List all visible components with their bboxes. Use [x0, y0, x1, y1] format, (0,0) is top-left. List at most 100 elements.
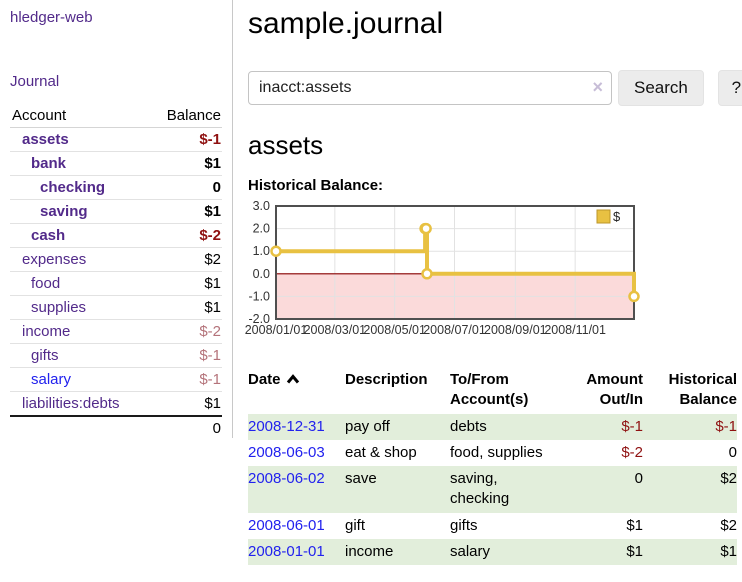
register-table: Date Description To/From Account(s) Amou… — [248, 368, 737, 566]
sidebar-divider — [232, 0, 233, 438]
register-header-balance: Historical Balance — [668, 371, 737, 408]
account-link[interactable]: income — [22, 323, 71, 340]
transaction-row: 2008-06-03 eat & shop food, supplies $-2 0 — [248, 440, 737, 466]
clear-search-icon[interactable]: × — [592, 77, 603, 97]
transaction-balance: $1 — [720, 542, 737, 560]
register-header-amount: Amount Out/In — [586, 371, 643, 408]
transaction-balance: 0 — [728, 443, 737, 461]
account-balance: $1 — [149, 391, 222, 417]
accounts-header-account: Account — [10, 105, 150, 128]
register-header-description: Description — [345, 371, 428, 388]
account-row: income $-2 — [10, 319, 222, 344]
transaction-date-link[interactable]: 2008-06-02 — [248, 470, 325, 488]
transaction-amount: $-1 — [621, 417, 643, 435]
svg-text:2008/05/01: 2008/05/01 — [363, 323, 426, 337]
transaction-amount: $-2 — [621, 443, 643, 461]
transaction-row: 2008-12-31 pay off debts $-1 $-1 — [248, 413, 737, 440]
svg-text:3.0: 3.0 — [253, 201, 270, 213]
accounts-table: Account Balance assets $-1 bank $1 checking 0… — [10, 105, 222, 440]
register-rows: 2008-12-31 pay off debts $-1 $-1 2008-06-03 ea… — [248, 413, 737, 566]
account-row: cash $-2 — [10, 223, 222, 248]
account-heading: assets — [248, 130, 324, 160]
accounts-rows: assets $-1 bank $1 checking 0 saving $1 cash $-2 e… — [10, 127, 222, 417]
account-balance: $-1 — [149, 367, 222, 392]
search-bar: × Search ? — [248, 70, 742, 106]
account-balance: $-1 — [149, 343, 222, 368]
account-row: assets $-1 — [10, 127, 222, 152]
transaction-amount: 0 — [634, 470, 643, 488]
account-balance: $1 — [149, 151, 222, 176]
account-link[interactable]: food — [31, 275, 61, 292]
transaction-balance: $-1 — [715, 417, 737, 435]
svg-text:1.0: 1.0 — [253, 244, 270, 258]
account-row: bank $1 — [10, 151, 222, 176]
svg-text:-2.0: -2.0 — [248, 312, 270, 326]
account-link[interactable]: bank — [31, 155, 67, 172]
transaction-amount: $1 — [626, 542, 643, 560]
transaction-accounts: salary — [450, 542, 491, 560]
svg-text:-1.0: -1.0 — [248, 289, 270, 303]
search-input[interactable] — [248, 71, 612, 105]
account-balance: $-2 — [149, 319, 222, 344]
transaction-description: save — [345, 470, 377, 488]
account-link[interactable]: checking — [40, 179, 106, 196]
transaction-description: income — [345, 542, 394, 560]
transaction-balance: $2 — [720, 516, 737, 534]
account-row: salary $-1 — [10, 367, 222, 392]
account-balance: $-2 — [149, 223, 222, 248]
svg-text:2.0: 2.0 — [253, 222, 270, 236]
app-title-link[interactable]: hledger-web — [10, 9, 93, 26]
account-row: checking 0 — [10, 175, 222, 200]
help-button[interactable]: ? — [717, 70, 742, 106]
account-link[interactable]: saving — [40, 203, 88, 220]
transaction-date-link[interactable]: 2008-06-01 — [248, 516, 325, 534]
hledger-web-app: hledger-web Journal Account Balance asse… — [0, 0, 742, 566]
account-link[interactable]: assets — [22, 131, 69, 148]
account-balance: $-1 — [149, 127, 222, 152]
register-header-date[interactable]: Date — [248, 368, 345, 414]
account-balance: $2 — [149, 247, 222, 272]
transaction-date-link[interactable]: 2008-12-31 — [248, 417, 325, 435]
account-row: saving $1 — [10, 199, 222, 224]
accounts-header-balance: Balance — [149, 105, 222, 128]
accounts-total-balance: 0 — [149, 415, 222, 440]
svg-text:2008/07/01: 2008/07/01 — [423, 323, 486, 337]
transaction-row: 2008-06-02 save saving, checking 0 $2 — [248, 466, 737, 513]
transaction-accounts: food, supplies — [450, 443, 543, 461]
account-row: food $1 — [10, 271, 222, 296]
account-link[interactable]: liabilities:debts — [22, 395, 120, 412]
account-balance: $1 — [149, 271, 222, 296]
register-header-row: Date Description To/From Account(s) Amou… — [248, 368, 737, 414]
svg-text:0.0: 0.0 — [253, 267, 270, 281]
transaction-description: gift — [345, 516, 366, 534]
journal-nav-link[interactable]: Journal — [10, 73, 60, 90]
svg-text:2008/03/01: 2008/03/01 — [304, 323, 367, 337]
accounts-total-spacer — [10, 415, 150, 440]
transaction-amount: $1 — [626, 516, 643, 534]
svg-text:2008/11/01: 2008/11/01 — [544, 323, 606, 337]
transaction-date-link[interactable]: 2008-01-01 — [248, 542, 325, 560]
account-link[interactable]: cash — [31, 227, 66, 244]
page-title: sample.journal — [248, 7, 444, 40]
account-link[interactable]: expenses — [22, 251, 87, 268]
svg-text:2008/09/01: 2008/09/01 — [484, 323, 547, 337]
transaction-date-link[interactable]: 2008-06-03 — [248, 443, 325, 461]
balance-chart: $3.0 2.0 1.0 0.0 -1.0 -2.0 2008/01/01 2008/03/0… — [240, 199, 742, 348]
account-row: supplies $1 — [10, 295, 222, 320]
search-button[interactable]: Search — [618, 70, 704, 106]
account-row: expenses $2 — [10, 247, 222, 272]
account-link[interactable]: gifts — [31, 347, 59, 364]
transaction-row: 2008-06-01 gift gifts $1 $2 — [248, 513, 737, 539]
account-link[interactable]: supplies — [31, 299, 87, 316]
account-balance: $1 — [149, 295, 222, 320]
accounts-header-row: Account Balance — [10, 105, 222, 128]
register-header-accounts: To/From Account(s) — [450, 371, 529, 408]
account-link[interactable]: salary — [31, 371, 72, 388]
search-field-wrap: × — [248, 71, 612, 105]
sort-ascending-icon — [286, 374, 299, 384]
chart-title: Historical Balance: — [248, 177, 384, 194]
account-row: liabilities:debts $1 — [10, 391, 222, 417]
transaction-row: 2008-01-01 income salary $1 $1 — [248, 538, 737, 566]
svg-text:2008/01/01: 2008/01/01 — [245, 323, 308, 337]
sidebar: hledger-web Journal Account Balance asse… — [0, 0, 233, 565]
